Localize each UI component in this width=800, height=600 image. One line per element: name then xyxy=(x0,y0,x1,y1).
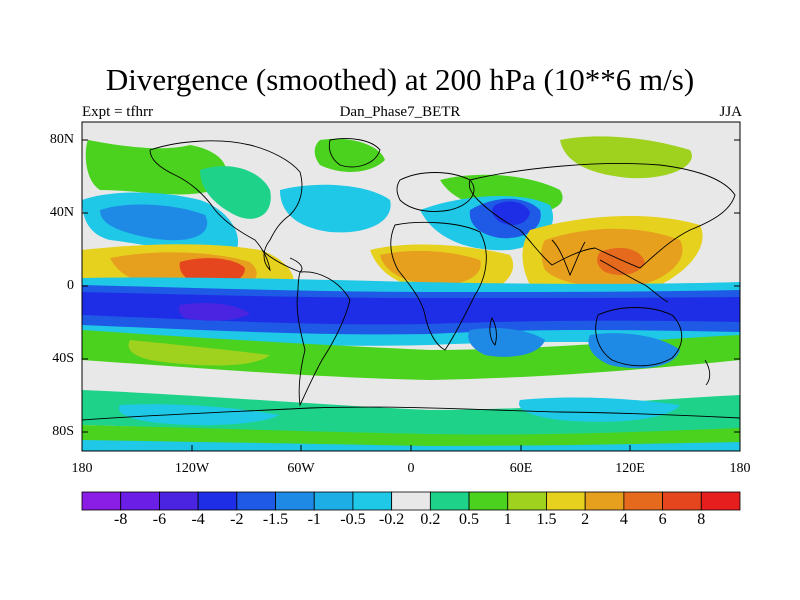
colorbar-label: -0.5 xyxy=(340,511,366,528)
colorbar-box xyxy=(236,491,276,511)
contour-antarctic-band-cyan xyxy=(82,440,740,451)
colorbar-label: 0.2 xyxy=(420,511,441,528)
colorbar-label: -0.2 xyxy=(378,511,405,528)
lon-label-120w: 120W xyxy=(174,461,210,476)
coastline-australia xyxy=(595,307,683,367)
coastline-africa xyxy=(390,221,487,351)
contour-south-indian-blue xyxy=(468,328,545,357)
colorbar-box xyxy=(391,491,431,511)
colorbar-label: -8 xyxy=(114,511,128,528)
contour-south-pacific-violet xyxy=(178,303,250,321)
colorbar-box xyxy=(468,491,509,511)
lat-label-0: 0 xyxy=(67,278,74,293)
coastline-madagascar xyxy=(489,316,497,346)
colorbar-box xyxy=(159,491,199,511)
colorbar-label: -1 xyxy=(307,511,321,528)
colorbar-box xyxy=(584,491,625,511)
coastline-south-america xyxy=(296,271,351,407)
colorbar xyxy=(81,491,741,511)
coastline-europe xyxy=(396,172,475,212)
coastline-antarctica xyxy=(82,406,740,421)
colorbar-box xyxy=(352,491,393,511)
lat-ticks xyxy=(82,139,740,433)
lon-label-0: 0 xyxy=(407,461,415,476)
coastline-india xyxy=(551,239,586,277)
contour-southern-ocean-cyan-east xyxy=(519,397,680,422)
lon-label-180w: 180 xyxy=(71,461,93,476)
colorbar-label: -6 xyxy=(152,511,167,528)
colorbar-box xyxy=(507,491,547,511)
lat-label-80n: 80N xyxy=(49,132,74,147)
lon-ticks xyxy=(81,445,741,451)
colorbar-label: -1.5 xyxy=(262,511,289,528)
colorbar-box xyxy=(197,491,238,511)
colorbar-label: 8 xyxy=(697,511,706,528)
case-label: Dan_Phase7_BETR xyxy=(339,104,461,120)
colorbar-box xyxy=(546,491,586,511)
colorbar-box xyxy=(313,491,354,511)
colorbar-box xyxy=(700,491,741,511)
colorbar-box xyxy=(120,491,160,511)
lat-label-80s: 80S xyxy=(52,424,74,439)
colorbar-box xyxy=(81,491,122,511)
colorbar-box xyxy=(275,491,315,511)
colorbar-box xyxy=(662,491,702,511)
season-label: JJA xyxy=(719,104,742,120)
experiment-label: Expt = tfhrr xyxy=(82,104,153,120)
coastline-north-america xyxy=(149,140,303,272)
contour-southern-ocean-green xyxy=(82,390,740,437)
colorbar-label: 1 xyxy=(503,511,512,528)
colorbar-label: -2 xyxy=(230,511,244,528)
contour-subtropical-south-green xyxy=(82,330,740,380)
coastlines xyxy=(82,138,740,421)
contour-tropical-south-darkblue xyxy=(82,292,740,325)
colorbar-box xyxy=(623,491,663,511)
lat-label-40s: 40S xyxy=(52,351,74,366)
colorbar-label: 1.5 xyxy=(536,511,557,528)
contour-siberia-green xyxy=(560,136,692,179)
lon-label-60w: 60W xyxy=(287,461,315,476)
colorbar-box xyxy=(429,491,470,511)
contour-north-atlantic-cyan xyxy=(280,184,391,233)
contour-southern-ocean-cyan xyxy=(118,404,280,426)
coastline-new-zealand xyxy=(704,359,711,386)
colorbar-label: -4 xyxy=(191,511,205,528)
coastline-greenland xyxy=(328,138,381,168)
lon-label-120e: 120E xyxy=(615,461,645,476)
colorbar-label: 6 xyxy=(658,511,667,528)
lon-label-60e: 60E xyxy=(509,461,533,476)
colorbar-label: 4 xyxy=(619,511,628,528)
colorbar-label: 0.5 xyxy=(459,511,480,528)
contour-subtropical-south-yellow xyxy=(128,340,270,366)
colorbar-label: 2 xyxy=(581,511,590,528)
contour-africa-orange xyxy=(380,250,481,285)
contour-north-america-green xyxy=(200,166,271,219)
map-plot-area xyxy=(82,122,740,451)
contour-north-pacific-blue xyxy=(100,204,208,241)
lat-label-40n: 40N xyxy=(49,205,74,220)
figure-title: Divergence (smoothed) at 200 hPa (10**6 … xyxy=(105,62,695,97)
coastline-asia xyxy=(468,163,736,269)
contour-north-atlantic-green xyxy=(85,140,227,195)
lon-label-180e: 180 xyxy=(729,461,751,476)
coastline-southeast-asia xyxy=(599,259,669,303)
